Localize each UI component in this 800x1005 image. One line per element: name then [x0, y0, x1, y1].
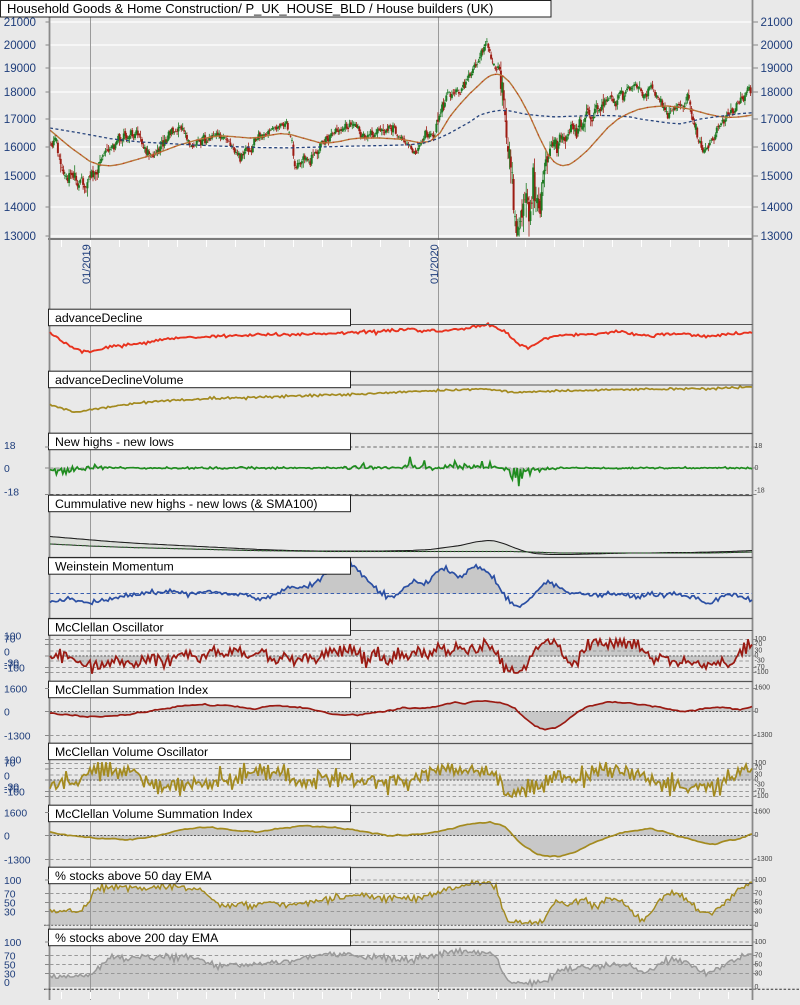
- svg-text:0: 0: [4, 978, 10, 989]
- svg-text:70: 70: [4, 759, 16, 770]
- svg-text:16000: 16000: [4, 141, 36, 154]
- svg-text:20000: 20000: [4, 39, 36, 52]
- svg-text:19000: 19000: [4, 62, 36, 75]
- svg-text:Cummulative new highs - new lo: Cummulative new highs - new lows (& SMA1…: [55, 497, 317, 511]
- svg-text:70: 70: [4, 635, 16, 646]
- svg-text:01/2020: 01/2020: [429, 244, 441, 284]
- svg-text:21000: 21000: [761, 16, 793, 29]
- svg-text:-1300: -1300: [755, 732, 773, 739]
- svg-text:-100: -100: [755, 669, 769, 676]
- svg-text:30: 30: [4, 908, 16, 919]
- svg-text:-70: -70: [755, 664, 765, 671]
- svg-text:100: 100: [4, 632, 22, 643]
- svg-text:13000: 13000: [761, 230, 793, 243]
- svg-text:50: 50: [755, 962, 763, 969]
- svg-text:-70: -70: [4, 785, 19, 796]
- svg-text:21000: 21000: [4, 16, 36, 29]
- svg-text:0: 0: [4, 464, 10, 475]
- svg-text:-1300: -1300: [4, 856, 31, 867]
- svg-text:18000: 18000: [761, 86, 793, 99]
- svg-text:30: 30: [755, 648, 763, 655]
- svg-text:13000: 13000: [4, 230, 36, 243]
- svg-text:16000: 16000: [761, 141, 793, 154]
- svg-text:0: 0: [4, 832, 10, 843]
- svg-text:New highs - new lows: New highs - new lows: [55, 435, 174, 449]
- svg-text:-18: -18: [4, 488, 19, 499]
- svg-text:1600: 1600: [4, 809, 27, 820]
- svg-text:15000: 15000: [4, 170, 36, 183]
- svg-text:100: 100: [4, 876, 22, 887]
- svg-text:30: 30: [755, 971, 763, 978]
- svg-text:17000: 17000: [4, 113, 36, 126]
- svg-text:50: 50: [755, 900, 763, 907]
- svg-text:30: 30: [755, 772, 763, 779]
- svg-text:01/2019: 01/2019: [81, 244, 93, 284]
- svg-text:30: 30: [755, 909, 763, 916]
- svg-text:advanceDeclineVolume: advanceDeclineVolume: [55, 373, 184, 387]
- svg-text:McClellan Oscillator: McClellan Oscillator: [55, 620, 164, 634]
- svg-text:70: 70: [755, 765, 763, 772]
- svg-text:100: 100: [755, 877, 767, 884]
- svg-text:70: 70: [4, 952, 16, 963]
- svg-text:15000: 15000: [761, 170, 793, 183]
- svg-text:0: 0: [4, 772, 10, 783]
- svg-text:50: 50: [4, 961, 16, 972]
- svg-text:18000: 18000: [4, 86, 36, 99]
- svg-text:Weinstein Momentum: Weinstein Momentum: [55, 559, 174, 573]
- svg-text:-30: -30: [4, 659, 19, 670]
- svg-text:-100: -100: [755, 793, 769, 800]
- svg-text:0: 0: [755, 984, 759, 991]
- svg-text:14000: 14000: [4, 201, 36, 214]
- svg-text:18: 18: [755, 443, 763, 450]
- svg-text:-30: -30: [4, 783, 19, 794]
- svg-text:1600: 1600: [4, 685, 27, 696]
- svg-text:30: 30: [4, 970, 16, 981]
- svg-text:100: 100: [4, 756, 22, 767]
- svg-text:14000: 14000: [761, 201, 793, 214]
- svg-text:-70: -70: [4, 661, 19, 672]
- svg-text:-100: -100: [4, 788, 25, 799]
- svg-text:17000: 17000: [761, 113, 793, 126]
- svg-text:Household Goods & Home Constru: Household Goods & Home Construction/ P_U…: [7, 1, 493, 16]
- svg-text:100: 100: [4, 938, 22, 949]
- svg-text:70: 70: [4, 890, 16, 901]
- svg-text:100: 100: [755, 636, 767, 643]
- svg-text:McClellan Volume Oscillator: McClellan Volume Oscillator: [55, 745, 208, 759]
- svg-text:advanceDecline: advanceDecline: [55, 311, 143, 325]
- svg-text:% stocks above 50 day EMA: % stocks above 50 day EMA: [55, 869, 212, 883]
- svg-text:20000: 20000: [761, 39, 793, 52]
- svg-text:-100: -100: [4, 664, 25, 675]
- svg-text:-1300: -1300: [755, 856, 773, 863]
- svg-text:50: 50: [4, 899, 16, 910]
- svg-text:0: 0: [4, 648, 10, 659]
- svg-text:-18: -18: [755, 488, 765, 495]
- svg-text:0: 0: [4, 708, 10, 719]
- svg-text:-30: -30: [755, 782, 765, 789]
- svg-text:70: 70: [755, 891, 763, 898]
- svg-text:1600: 1600: [755, 685, 771, 692]
- svg-text:70: 70: [755, 641, 763, 648]
- svg-text:McClellan Summation Index: McClellan Summation Index: [55, 683, 209, 697]
- svg-text:% stocks above 200 day EMA: % stocks above 200 day EMA: [55, 931, 219, 945]
- svg-text:-70: -70: [755, 788, 765, 795]
- svg-text:18: 18: [4, 441, 16, 452]
- svg-text:-30: -30: [755, 658, 765, 665]
- svg-text:100: 100: [755, 760, 767, 767]
- svg-text:70: 70: [755, 953, 763, 960]
- svg-text:19000: 19000: [761, 62, 793, 75]
- svg-text:100: 100: [755, 939, 767, 946]
- svg-text:1600: 1600: [755, 809, 771, 816]
- svg-text:-1300: -1300: [4, 732, 31, 743]
- svg-text:McClellan Volume Summation Ind: McClellan Volume Summation Index: [55, 807, 253, 821]
